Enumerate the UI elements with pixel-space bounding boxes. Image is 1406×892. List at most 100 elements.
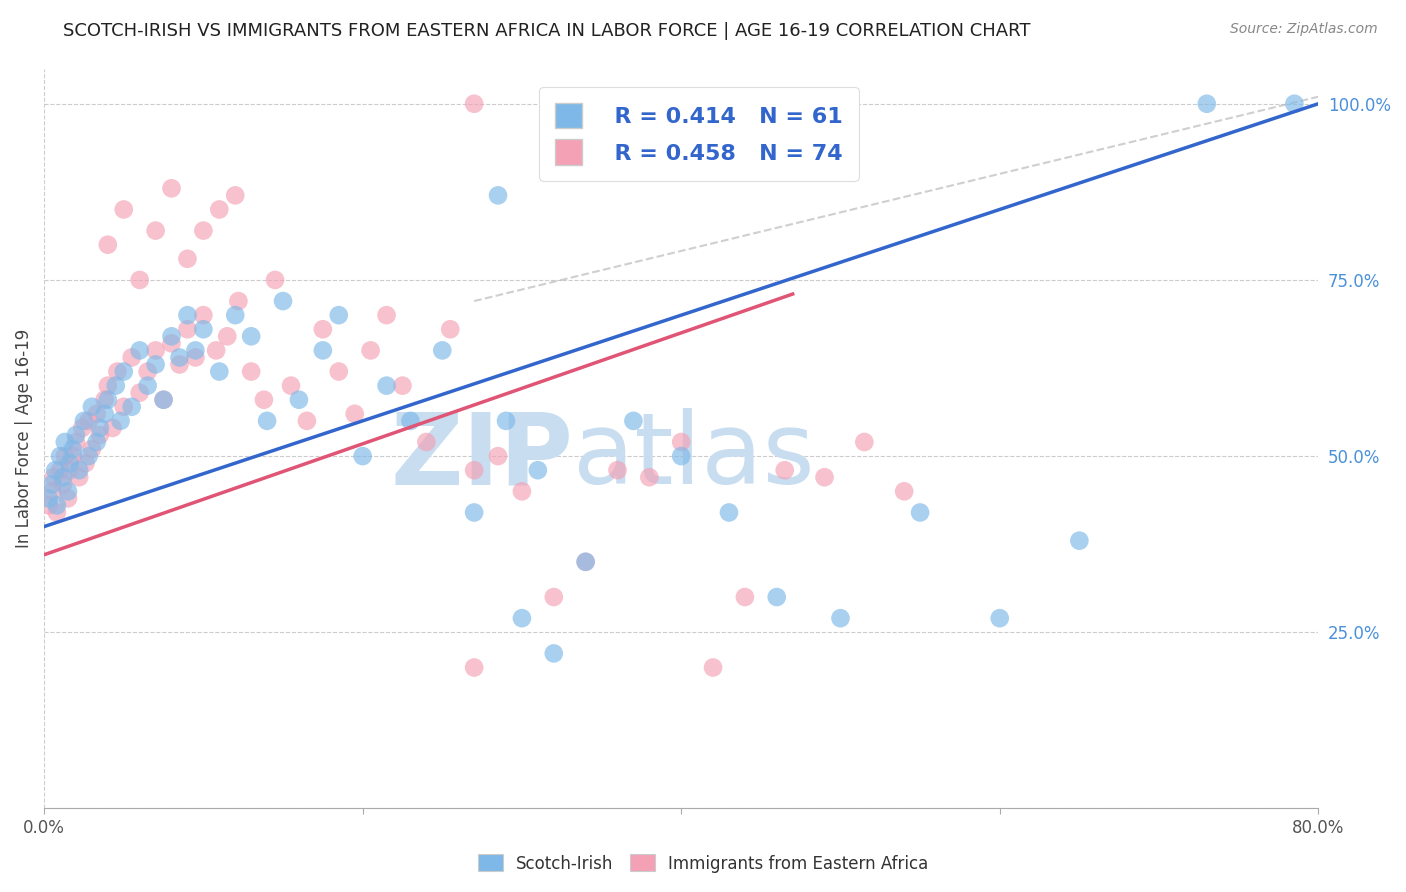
- Point: [121, 351, 143, 365]
- Point: [908, 506, 931, 520]
- Point: [717, 506, 740, 520]
- Point: [56, 484, 79, 499]
- Point: [53, 435, 76, 450]
- Point: [45, 499, 67, 513]
- Point: [45, 506, 67, 520]
- Text: ZIP: ZIP: [389, 409, 572, 506]
- Point: [893, 484, 915, 499]
- Point: [288, 392, 311, 407]
- Point: [228, 294, 250, 309]
- Point: [415, 435, 437, 450]
- Point: [62, 449, 84, 463]
- Point: [575, 555, 598, 569]
- Point: [343, 407, 366, 421]
- Point: [813, 470, 835, 484]
- Point: [463, 96, 485, 111]
- Point: [495, 414, 517, 428]
- Point: [93, 392, 115, 407]
- Point: [271, 294, 294, 309]
- Point: [375, 308, 398, 322]
- Point: [89, 421, 111, 435]
- Point: [58, 463, 80, 477]
- Point: [1069, 533, 1091, 548]
- Point: [112, 400, 135, 414]
- Point: [853, 435, 876, 450]
- Point: [152, 392, 174, 407]
- Point: [217, 329, 239, 343]
- Point: [89, 428, 111, 442]
- Point: [49, 449, 72, 463]
- Point: [669, 435, 692, 450]
- Legend:   R = 0.414   N = 61,   R = 0.458   N = 74: R = 0.414 N = 61, R = 0.458 N = 74: [540, 87, 859, 180]
- Point: [52, 470, 75, 484]
- Point: [399, 414, 422, 428]
- Point: [52, 477, 75, 491]
- Point: [97, 237, 120, 252]
- Point: [105, 365, 128, 379]
- Point: [128, 273, 150, 287]
- Point: [38, 499, 60, 513]
- Point: [224, 308, 246, 322]
- Point: [42, 470, 65, 484]
- Point: [145, 343, 167, 358]
- Y-axis label: In Labor Force | Age 16-19: In Labor Force | Age 16-19: [15, 329, 32, 548]
- Point: [463, 660, 485, 674]
- Point: [176, 322, 198, 336]
- Point: [67, 463, 90, 477]
- Point: [97, 392, 120, 407]
- Point: [360, 343, 382, 358]
- Point: [67, 470, 90, 484]
- Point: [205, 343, 228, 358]
- Point: [543, 647, 565, 661]
- Point: [988, 611, 1011, 625]
- Point: [44, 463, 66, 477]
- Point: [432, 343, 454, 358]
- Point: [110, 414, 132, 428]
- Point: [41, 477, 63, 491]
- Text: Source: ZipAtlas.com: Source: ZipAtlas.com: [1230, 22, 1378, 37]
- Point: [486, 449, 509, 463]
- Point: [193, 224, 215, 238]
- Point: [128, 385, 150, 400]
- Point: [280, 378, 302, 392]
- Point: [77, 414, 100, 428]
- Point: [121, 400, 143, 414]
- Point: [463, 506, 485, 520]
- Point: [184, 351, 207, 365]
- Point: [240, 365, 263, 379]
- Point: [86, 407, 108, 421]
- Point: [224, 188, 246, 202]
- Point: [510, 611, 533, 625]
- Point: [702, 660, 724, 674]
- Text: atlas: atlas: [572, 409, 814, 506]
- Point: [80, 442, 103, 456]
- Point: [312, 343, 335, 358]
- Point: [80, 400, 103, 414]
- Point: [765, 590, 787, 604]
- Point: [75, 456, 97, 470]
- Point: [176, 308, 198, 322]
- Point: [240, 329, 263, 343]
- Point: [49, 463, 72, 477]
- Point: [56, 491, 79, 506]
- Point: [253, 392, 276, 407]
- Point: [72, 421, 94, 435]
- Point: [773, 463, 796, 477]
- Point: [160, 329, 183, 343]
- Point: [375, 378, 398, 392]
- Text: SCOTCH-IRISH VS IMMIGRANTS FROM EASTERN AFRICA IN LABOR FORCE | AGE 16-19 CORREL: SCOTCH-IRISH VS IMMIGRANTS FROM EASTERN …: [63, 22, 1031, 40]
- Point: [65, 435, 87, 450]
- Point: [176, 252, 198, 266]
- Point: [734, 590, 756, 604]
- Point: [77, 449, 100, 463]
- Point: [104, 378, 127, 392]
- Point: [136, 365, 159, 379]
- Point: [463, 463, 485, 477]
- Point: [86, 435, 108, 450]
- Point: [264, 273, 287, 287]
- Point: [510, 484, 533, 499]
- Point: [486, 188, 509, 202]
- Point: [152, 392, 174, 407]
- Point: [184, 343, 207, 358]
- Point: [112, 365, 135, 379]
